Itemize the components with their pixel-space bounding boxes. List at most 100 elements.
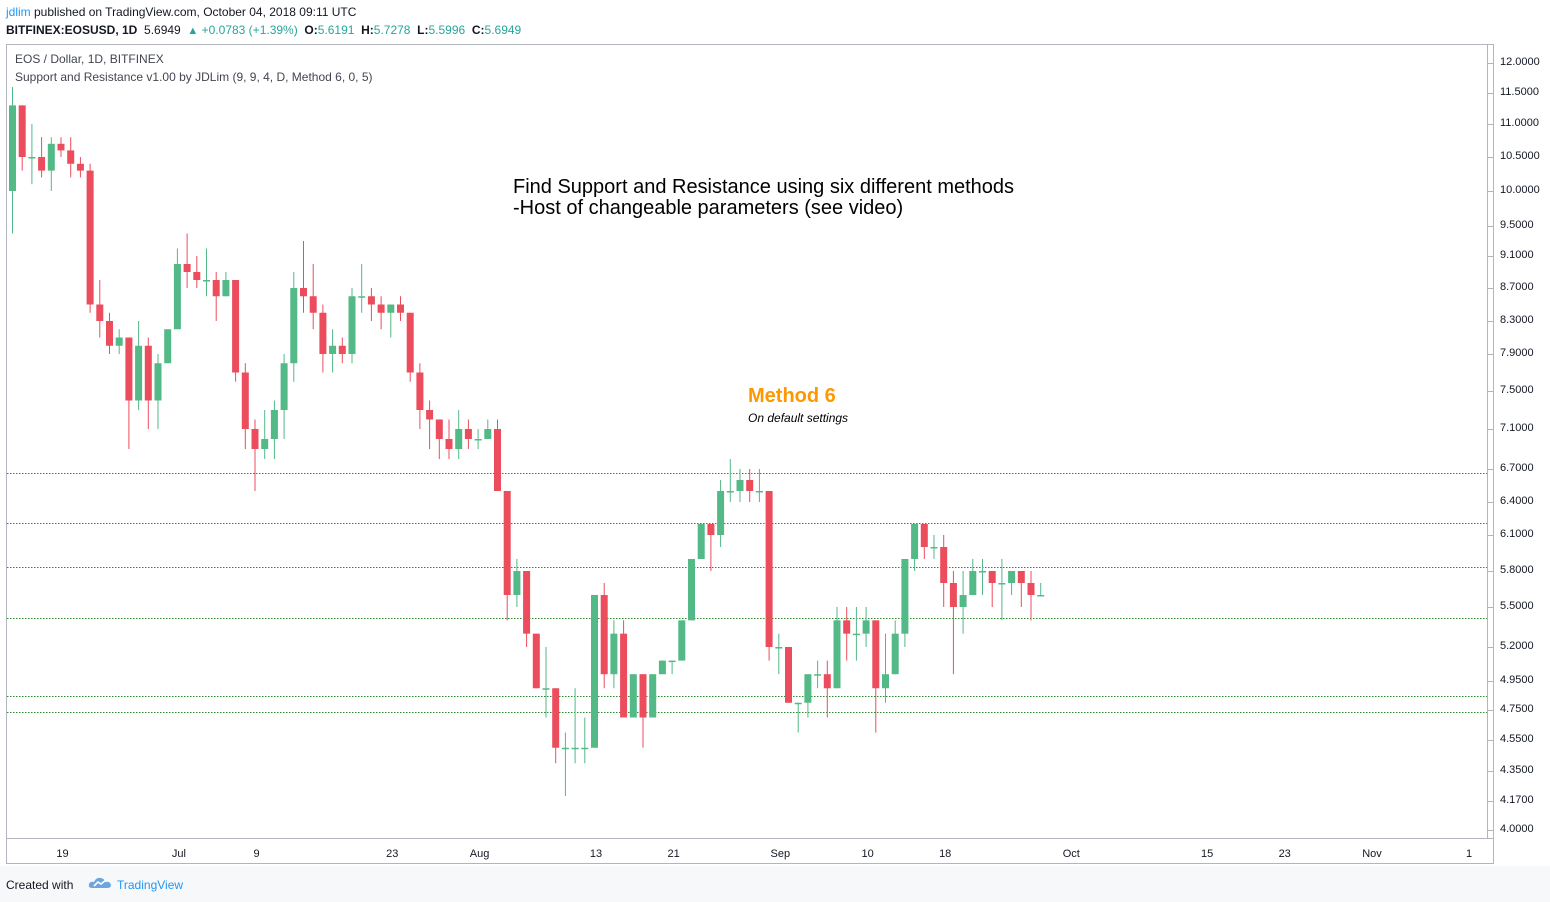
bearish-candle[interactable]	[18, 105, 26, 171]
bearish-candle[interactable]	[406, 312, 414, 382]
bullish-candle[interactable]	[474, 429, 482, 449]
bullish-candle[interactable]	[804, 674, 812, 718]
bearish-candle[interactable]	[57, 137, 65, 157]
bearish-candle[interactable]	[532, 633, 540, 689]
bearish-candle[interactable]	[96, 280, 104, 338]
bearish-candle[interactable]	[377, 296, 385, 330]
bearish-candle[interactable]	[397, 296, 404, 321]
bullish-candle[interactable]	[28, 124, 36, 185]
bullish-candle[interactable]	[959, 571, 967, 634]
bearish-candle[interactable]	[309, 264, 317, 330]
bullish-candle[interactable]	[649, 674, 657, 718]
bearish-candle[interactable]	[319, 304, 327, 373]
bullish-candle[interactable]	[9, 87, 16, 234]
bullish-candle[interactable]	[329, 329, 337, 373]
bullish-candle[interactable]	[726, 459, 734, 502]
bearish-candle[interactable]	[872, 620, 880, 733]
bullish-candle[interactable]	[513, 559, 521, 607]
bearish-candle[interactable]	[600, 583, 608, 689]
bearish-candle[interactable]	[212, 272, 220, 321]
bearish-candle[interactable]	[765, 491, 773, 661]
bearish-candle[interactable]	[1017, 571, 1025, 607]
bearish-candle[interactable]	[125, 337, 133, 450]
bullish-candle[interactable]	[930, 535, 938, 559]
bullish-candle[interactable]	[658, 660, 666, 675]
bullish-candle[interactable]	[484, 419, 492, 440]
bearish-candle[interactable]	[416, 363, 424, 429]
bearish-candle[interactable]	[338, 337, 346, 364]
bullish-candle[interactable]	[891, 620, 899, 675]
bearish-candle[interactable]	[988, 571, 996, 607]
bearish-candle[interactable]	[86, 163, 94, 313]
bullish-candle[interactable]	[911, 524, 919, 571]
bullish-candle[interactable]	[348, 288, 356, 364]
bearish-candle[interactable]	[639, 674, 647, 748]
bullish-candle[interactable]	[571, 688, 579, 764]
bullish-candle[interactable]	[561, 732, 569, 797]
bullish-candle[interactable]	[358, 264, 366, 313]
bullish-candle[interactable]	[833, 607, 841, 689]
bullish-candle[interactable]	[998, 559, 1006, 621]
bullish-candle[interactable]	[610, 620, 618, 689]
bearish-candle[interactable]	[949, 571, 957, 675]
bullish-candle[interactable]	[290, 272, 298, 382]
bullish-candle[interactable]	[154, 354, 162, 429]
bullish-candle[interactable]	[581, 717, 589, 764]
bullish-candle[interactable]	[1037, 583, 1045, 597]
bullish-candle[interactable]	[979, 559, 986, 595]
bullish-candle[interactable]	[901, 559, 909, 647]
author-link[interactable]: jdlim	[6, 5, 31, 19]
bullish-candle[interactable]	[280, 354, 288, 439]
tradingview-cloud-icon[interactable]	[88, 876, 112, 890]
bearish-candle[interactable]	[426, 400, 434, 450]
bullish-candle[interactable]	[164, 329, 172, 364]
bullish-candle[interactable]	[115, 329, 123, 354]
bullish-candle[interactable]	[668, 660, 676, 675]
bullish-candle[interactable]	[47, 137, 55, 191]
bullish-candle[interactable]	[678, 620, 686, 661]
bearish-candle[interactable]	[552, 688, 560, 764]
bullish-candle[interactable]	[862, 607, 870, 647]
bullish-candle[interactable]	[717, 480, 725, 547]
bearish-candle[interactable]	[76, 157, 84, 178]
bearish-candle[interactable]	[300, 241, 307, 313]
bullish-candle[interactable]	[688, 559, 695, 621]
bearish-candle[interactable]	[494, 419, 501, 492]
bullish-candle[interactable]	[173, 248, 181, 330]
bearish-candle[interactable]	[367, 288, 375, 321]
bullish-candle[interactable]	[222, 272, 230, 297]
bearish-candle[interactable]	[843, 607, 851, 661]
bearish-candle[interactable]	[183, 233, 191, 289]
bullish-candle[interactable]	[135, 321, 143, 410]
bearish-candle[interactable]	[144, 337, 152, 430]
bearish-candle[interactable]	[823, 660, 831, 718]
bullish-candle[interactable]	[542, 647, 550, 718]
bearish-candle[interactable]	[445, 419, 453, 460]
bearish-candle[interactable]	[620, 620, 628, 718]
bullish-candle[interactable]	[755, 469, 763, 502]
bullish-candle[interactable]	[814, 660, 822, 689]
bearish-candle[interactable]	[106, 312, 113, 354]
bearish-candle[interactable]	[38, 137, 46, 178]
bearish-candle[interactable]	[503, 491, 511, 621]
bullish-candle[interactable]	[697, 524, 705, 559]
bullish-candle[interactable]	[794, 702, 802, 733]
bullish-candle[interactable]	[629, 674, 637, 718]
bearish-candle[interactable]	[523, 571, 531, 647]
indicator-legend[interactable]: Support and Resistance v1.00 by JDLim (9…	[15, 70, 373, 84]
bullish-candle[interactable]	[387, 304, 395, 338]
bearish-candle[interactable]	[1027, 571, 1035, 621]
bearish-candle[interactable]	[435, 419, 443, 460]
bullish-candle[interactable]	[852, 607, 860, 661]
bullish-candle[interactable]	[969, 559, 977, 595]
bearish-candle[interactable]	[746, 469, 754, 502]
bearish-candle[interactable]	[193, 256, 201, 288]
bearish-candle[interactable]	[67, 137, 75, 178]
bearish-candle[interactable]	[707, 524, 715, 571]
bearish-candle[interactable]	[232, 280, 240, 382]
tradingview-link[interactable]: TradingView	[117, 878, 184, 892]
bullish-candle[interactable]	[1008, 571, 1016, 595]
bearish-candle[interactable]	[464, 419, 472, 450]
bearish-candle[interactable]	[920, 524, 928, 559]
